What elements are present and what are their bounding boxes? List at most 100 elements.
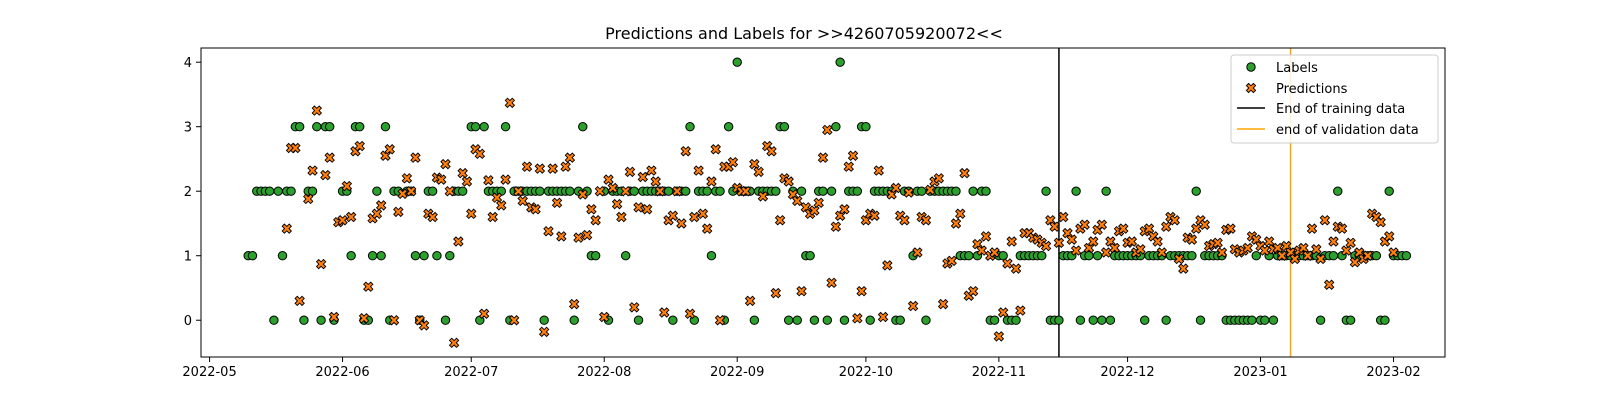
prediction-point-240: [1315, 253, 1326, 265]
prediction-point-132: [852, 313, 863, 324]
prediction-point-192: [1109, 242, 1120, 254]
label-point-160: [951, 186, 961, 196]
label-point-25: [355, 122, 365, 132]
label-point-44: [445, 251, 455, 261]
prediction-point-194: [1118, 223, 1129, 234]
prediction-point-165: [993, 331, 1005, 342]
prediction-point-46: [483, 175, 494, 186]
prediction-point-151: [933, 173, 945, 184]
prediction-point-198: [1135, 244, 1146, 255]
label-point-94: [668, 315, 678, 325]
prediction-point-110: [757, 191, 769, 202]
y-tick-label-3: 3: [184, 121, 192, 136]
prediction-point-227: [1259, 245, 1271, 256]
label-point-49: [470, 122, 481, 132]
label-point-188: [1071, 186, 1081, 196]
prediction-point-137: [873, 165, 885, 176]
prediction-point-256: [1383, 231, 1395, 242]
label-point-6: [269, 315, 279, 325]
prediction-point-107: [744, 295, 756, 307]
prediction-point-18: [363, 281, 374, 292]
prediction-point-152: [937, 298, 949, 310]
prediction-point-204: [1160, 221, 1172, 232]
prediction-point-28: [405, 185, 417, 197]
prediction-point-206: [1169, 215, 1180, 226]
legend-entry-2: End of training data: [1276, 102, 1405, 117]
prediction-point-108: [749, 158, 760, 170]
label-point-234: [1268, 315, 1279, 325]
prediction-point-33: [427, 211, 438, 223]
prediction-point-207: [1173, 253, 1185, 265]
prediction-point-74: [603, 174, 614, 185]
label-point-120: [779, 122, 790, 132]
prediction-point-26: [397, 188, 408, 200]
label-point-31: [380, 122, 391, 132]
label-point-64: [535, 186, 545, 196]
prediction-point-200: [1143, 223, 1155, 234]
prediction-point-35: [435, 174, 447, 185]
label-point-7: [273, 186, 283, 196]
label-point-28: [367, 251, 378, 261]
label-point-180: [1037, 251, 1047, 261]
prediction-point-251: [1362, 250, 1374, 261]
label-point-232: [1260, 315, 1270, 325]
prediction-point-129: [839, 204, 850, 215]
label-point-169: [989, 315, 1000, 325]
prediction-point-54: [517, 195, 528, 207]
prediction-point-123: [813, 197, 824, 209]
prediction-point-20: [371, 208, 383, 220]
plot-area: [243, 48, 1412, 357]
prediction-point-81: [633, 202, 644, 213]
label-point-86: [633, 315, 644, 325]
x-tick-label-7: 2022-12: [1100, 365, 1154, 380]
prediction-point-149: [925, 184, 936, 196]
label-point-147: [895, 315, 905, 325]
label-point-8: [277, 251, 288, 261]
prediction-point-78: [620, 185, 631, 197]
prediction-point-141: [890, 182, 902, 194]
prediction-point-238: [1306, 223, 1318, 234]
label-point-140: [865, 315, 875, 325]
label-point-37: [410, 251, 421, 261]
prediction-point-230: [1272, 242, 1283, 254]
chart-title: Predictions and Labels for >>42607059200…: [605, 24, 1003, 43]
label-point-192: [1088, 315, 1098, 325]
label-point-164: [968, 186, 978, 196]
label-point-195: [1101, 186, 1111, 196]
label-point-171: [998, 251, 1008, 261]
prediction-point-178: [1049, 221, 1060, 232]
prediction-point-223: [1242, 242, 1253, 254]
prediction-point-42: [466, 208, 477, 220]
prediction-point-236: [1298, 242, 1309, 254]
prediction-point-51: [504, 97, 516, 109]
prediction-point-39: [453, 236, 464, 247]
prediction-point-36: [440, 158, 451, 170]
prediction-point-155: [950, 218, 962, 229]
prediction-point-148: [920, 215, 932, 226]
prediction-point-87: [659, 307, 670, 318]
prediction-point-48: [491, 192, 503, 203]
prediction-point-14: [345, 211, 357, 223]
prediction-point-25: [393, 206, 404, 218]
prediction-point-162: [980, 231, 992, 242]
prediction-point-156: [955, 208, 966, 220]
label-point-51: [479, 122, 489, 132]
prediction-point-69: [581, 229, 593, 241]
prediction-point-106: [740, 185, 752, 197]
prediction-point-97: [701, 223, 713, 234]
prediction-point-257: [1388, 247, 1399, 258]
prediction-point-116: [783, 176, 794, 187]
prediction-point-0: [281, 223, 293, 234]
label-point-109: [732, 57, 742, 67]
label-point-245: [1315, 315, 1326, 325]
prediction-point-234: [1289, 253, 1301, 265]
prediction-point-52: [508, 314, 520, 326]
prediction-point-68: [577, 189, 589, 200]
label-point-196: [1105, 315, 1116, 325]
label-point-129: [818, 186, 828, 196]
prediction-point-59: [538, 326, 550, 338]
prediction-point-228: [1263, 236, 1275, 247]
prediction-point-47: [487, 211, 498, 223]
prediction-point-196: [1126, 236, 1138, 247]
prediction-point-112: [766, 145, 777, 157]
